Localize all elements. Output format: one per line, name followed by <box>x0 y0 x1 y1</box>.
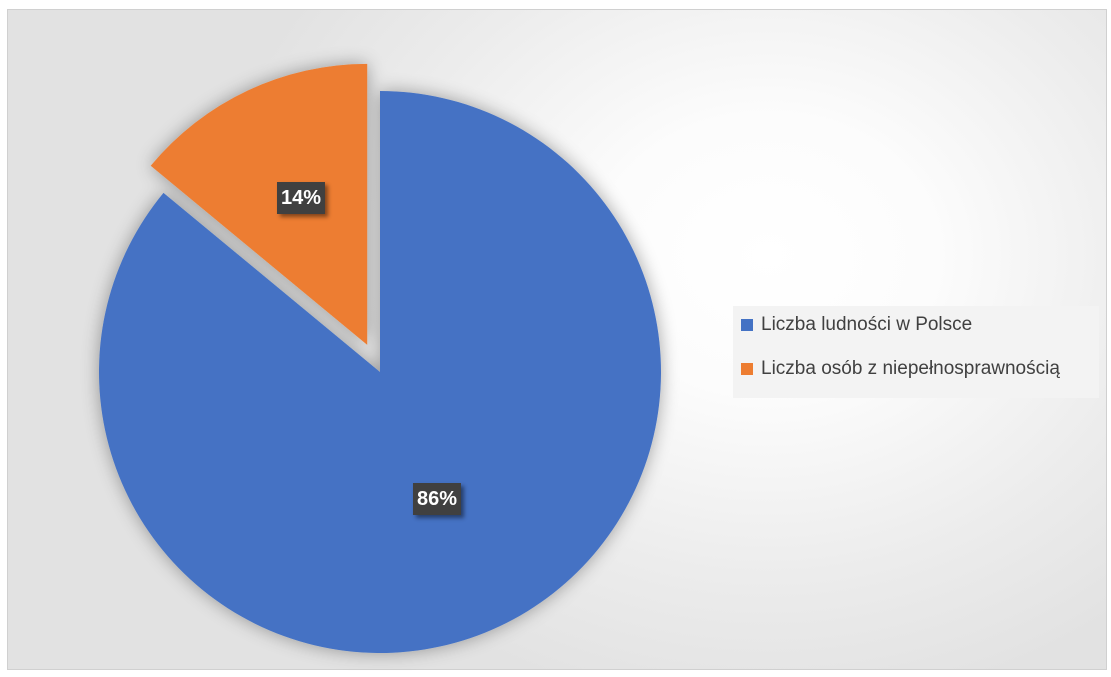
legend-swatch-0 <box>741 319 753 331</box>
legend-item-0[interactable]: Liczba ludności w Polsce <box>741 314 972 336</box>
pie-slice-1[interactable] <box>150 63 368 345</box>
data-label-0: 86% <box>412 483 462 515</box>
legend-item-1[interactable]: Liczba osób z niepełnosprawnością <box>741 358 1060 380</box>
legend-swatch-1 <box>741 363 753 375</box>
legend-label-1: Liczba osób z niepełnosprawnością <box>761 358 1060 379</box>
pie-chart <box>98 63 661 653</box>
chart-area: 86% 14% Liczba ludności w Polsce Liczba … <box>7 9 1107 670</box>
data-label-1: 14% <box>276 182 326 214</box>
pie-slice-0[interactable] <box>98 91 661 653</box>
legend-label-0: Liczba ludności w Polsce <box>761 314 973 335</box>
legend: Liczba ludności w Polsce Liczba osób z n… <box>733 306 1099 398</box>
